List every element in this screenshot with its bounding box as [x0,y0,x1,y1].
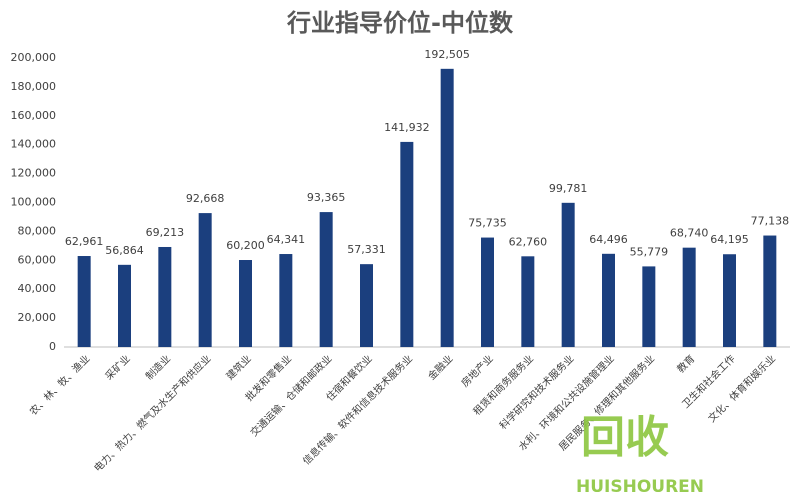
x-tick-label: 房地产业 [458,352,495,389]
y-tick-label: 20,000 [18,311,57,324]
value-label: 69,213 [146,226,185,239]
bar [682,247,696,347]
x-tick-label: 制造业 [143,352,173,382]
value-label: 77,138 [751,215,790,228]
bar [602,253,615,347]
x-tick-label: 农、林、牧、渔业 [27,352,93,418]
value-label: 99,781 [549,182,588,195]
bar [198,213,212,347]
value-label: 93,365 [307,191,346,204]
bar [118,264,131,347]
bar [239,260,252,347]
watermark-icon: 回收 [581,412,669,463]
y-tick-label: 60,000 [18,253,57,266]
value-label: 68,740 [670,227,709,240]
bar [400,141,414,347]
bar [763,235,777,347]
watermark-text: HUISHOUREN [576,477,704,497]
bar [481,237,494,347]
x-tick-label: 金融业 [425,352,455,382]
y-tick-label: 100,000 [11,196,57,209]
x-tick-label: 文化、体育和娱乐业 [705,352,778,425]
x-tick-label: 科学研究和技术服务业 [497,352,577,432]
value-label: 57,331 [347,243,386,256]
value-label: 62,760 [509,235,548,248]
value-label: 141,932 [384,121,430,134]
x-tick-label: 交通运输、仓储和邮政业 [247,352,334,439]
value-label: 92,668 [186,192,225,205]
y-tick-label: 160,000 [11,109,57,122]
bar [561,202,575,347]
value-label: 64,341 [267,233,306,246]
value-label: 55,779 [630,245,669,258]
y-tick-label: 40,000 [18,282,57,295]
bar [158,246,172,347]
chart-title: 行业指导价位-中位数 [286,9,514,37]
y-tick-label: 180,000 [11,80,57,93]
value-label: 64,195 [710,233,749,246]
value-label: 192,505 [424,48,470,61]
value-label: 64,496 [589,233,628,246]
value-label: 56,864 [105,244,144,257]
bar [521,256,535,347]
x-tick-label: 采矿业 [102,352,132,382]
bar [319,212,333,347]
bar [642,266,656,347]
y-tick-label: 140,000 [11,138,57,151]
bar [360,264,373,347]
y-tick-label: 80,000 [18,224,57,237]
bar [440,68,454,348]
y-tick-label: 200,000 [11,51,57,64]
value-label: 60,200 [226,239,265,252]
bar [77,256,91,347]
y-tick-label: 0 [49,340,56,353]
value-label: 62,961 [65,235,104,248]
bar [723,254,736,347]
x-tick-label: 建筑业 [223,352,253,382]
x-tick-label: 教育 [674,352,697,375]
bar [279,254,293,347]
value-label: 75,735 [468,217,507,230]
y-tick-label: 120,000 [11,167,57,180]
